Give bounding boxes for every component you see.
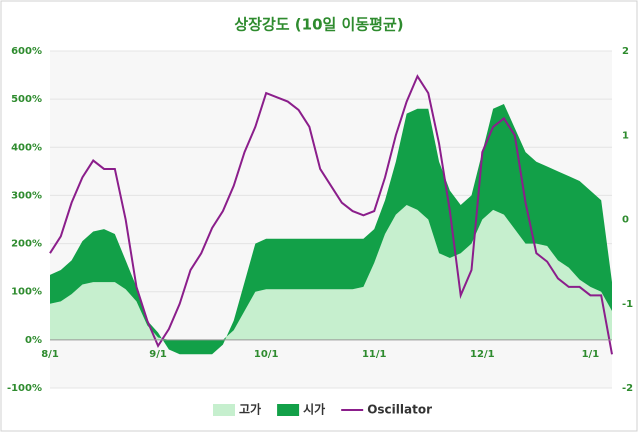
y-tick-label: -100% <box>7 383 42 394</box>
x-tick-label: 10/1 <box>254 349 279 360</box>
x-tick-label: 12/1 <box>470 349 495 360</box>
y-tick-label: 100% <box>11 287 42 298</box>
y-tick-label: 200% <box>11 239 42 250</box>
y2-tick-label: -1 <box>622 299 633 310</box>
y-tick-label: 300% <box>11 190 42 201</box>
y2-tick-label: 0 <box>622 215 629 226</box>
legend-swatch <box>213 404 235 416</box>
chart-title: 상장강도 (10일 이동평균) <box>234 16 403 34</box>
legend-label: 시가 <box>303 402 325 417</box>
y-tick-label: 500% <box>11 94 42 105</box>
y-tick-label: 600% <box>11 46 42 57</box>
area-high <box>50 205 612 340</box>
y2-tick-label: 2 <box>622 46 629 57</box>
x-tick-label: 11/1 <box>362 349 387 360</box>
legend-swatch <box>277 404 300 416</box>
y2-tick-label: -2 <box>622 383 633 394</box>
y-tick-label: 400% <box>11 142 42 153</box>
x-tick-label: 8/1 <box>41 349 59 360</box>
legend-label: 고가 <box>239 402 261 417</box>
y-tick-label: 0% <box>25 335 42 346</box>
oscillator-line <box>49 74 613 355</box>
x-tick-label: 1/1 <box>582 349 600 360</box>
x-tick-label: 9/1 <box>149 349 167 360</box>
y2-tick-label: 1 <box>622 130 629 141</box>
legend-label: Oscillator <box>367 403 432 417</box>
